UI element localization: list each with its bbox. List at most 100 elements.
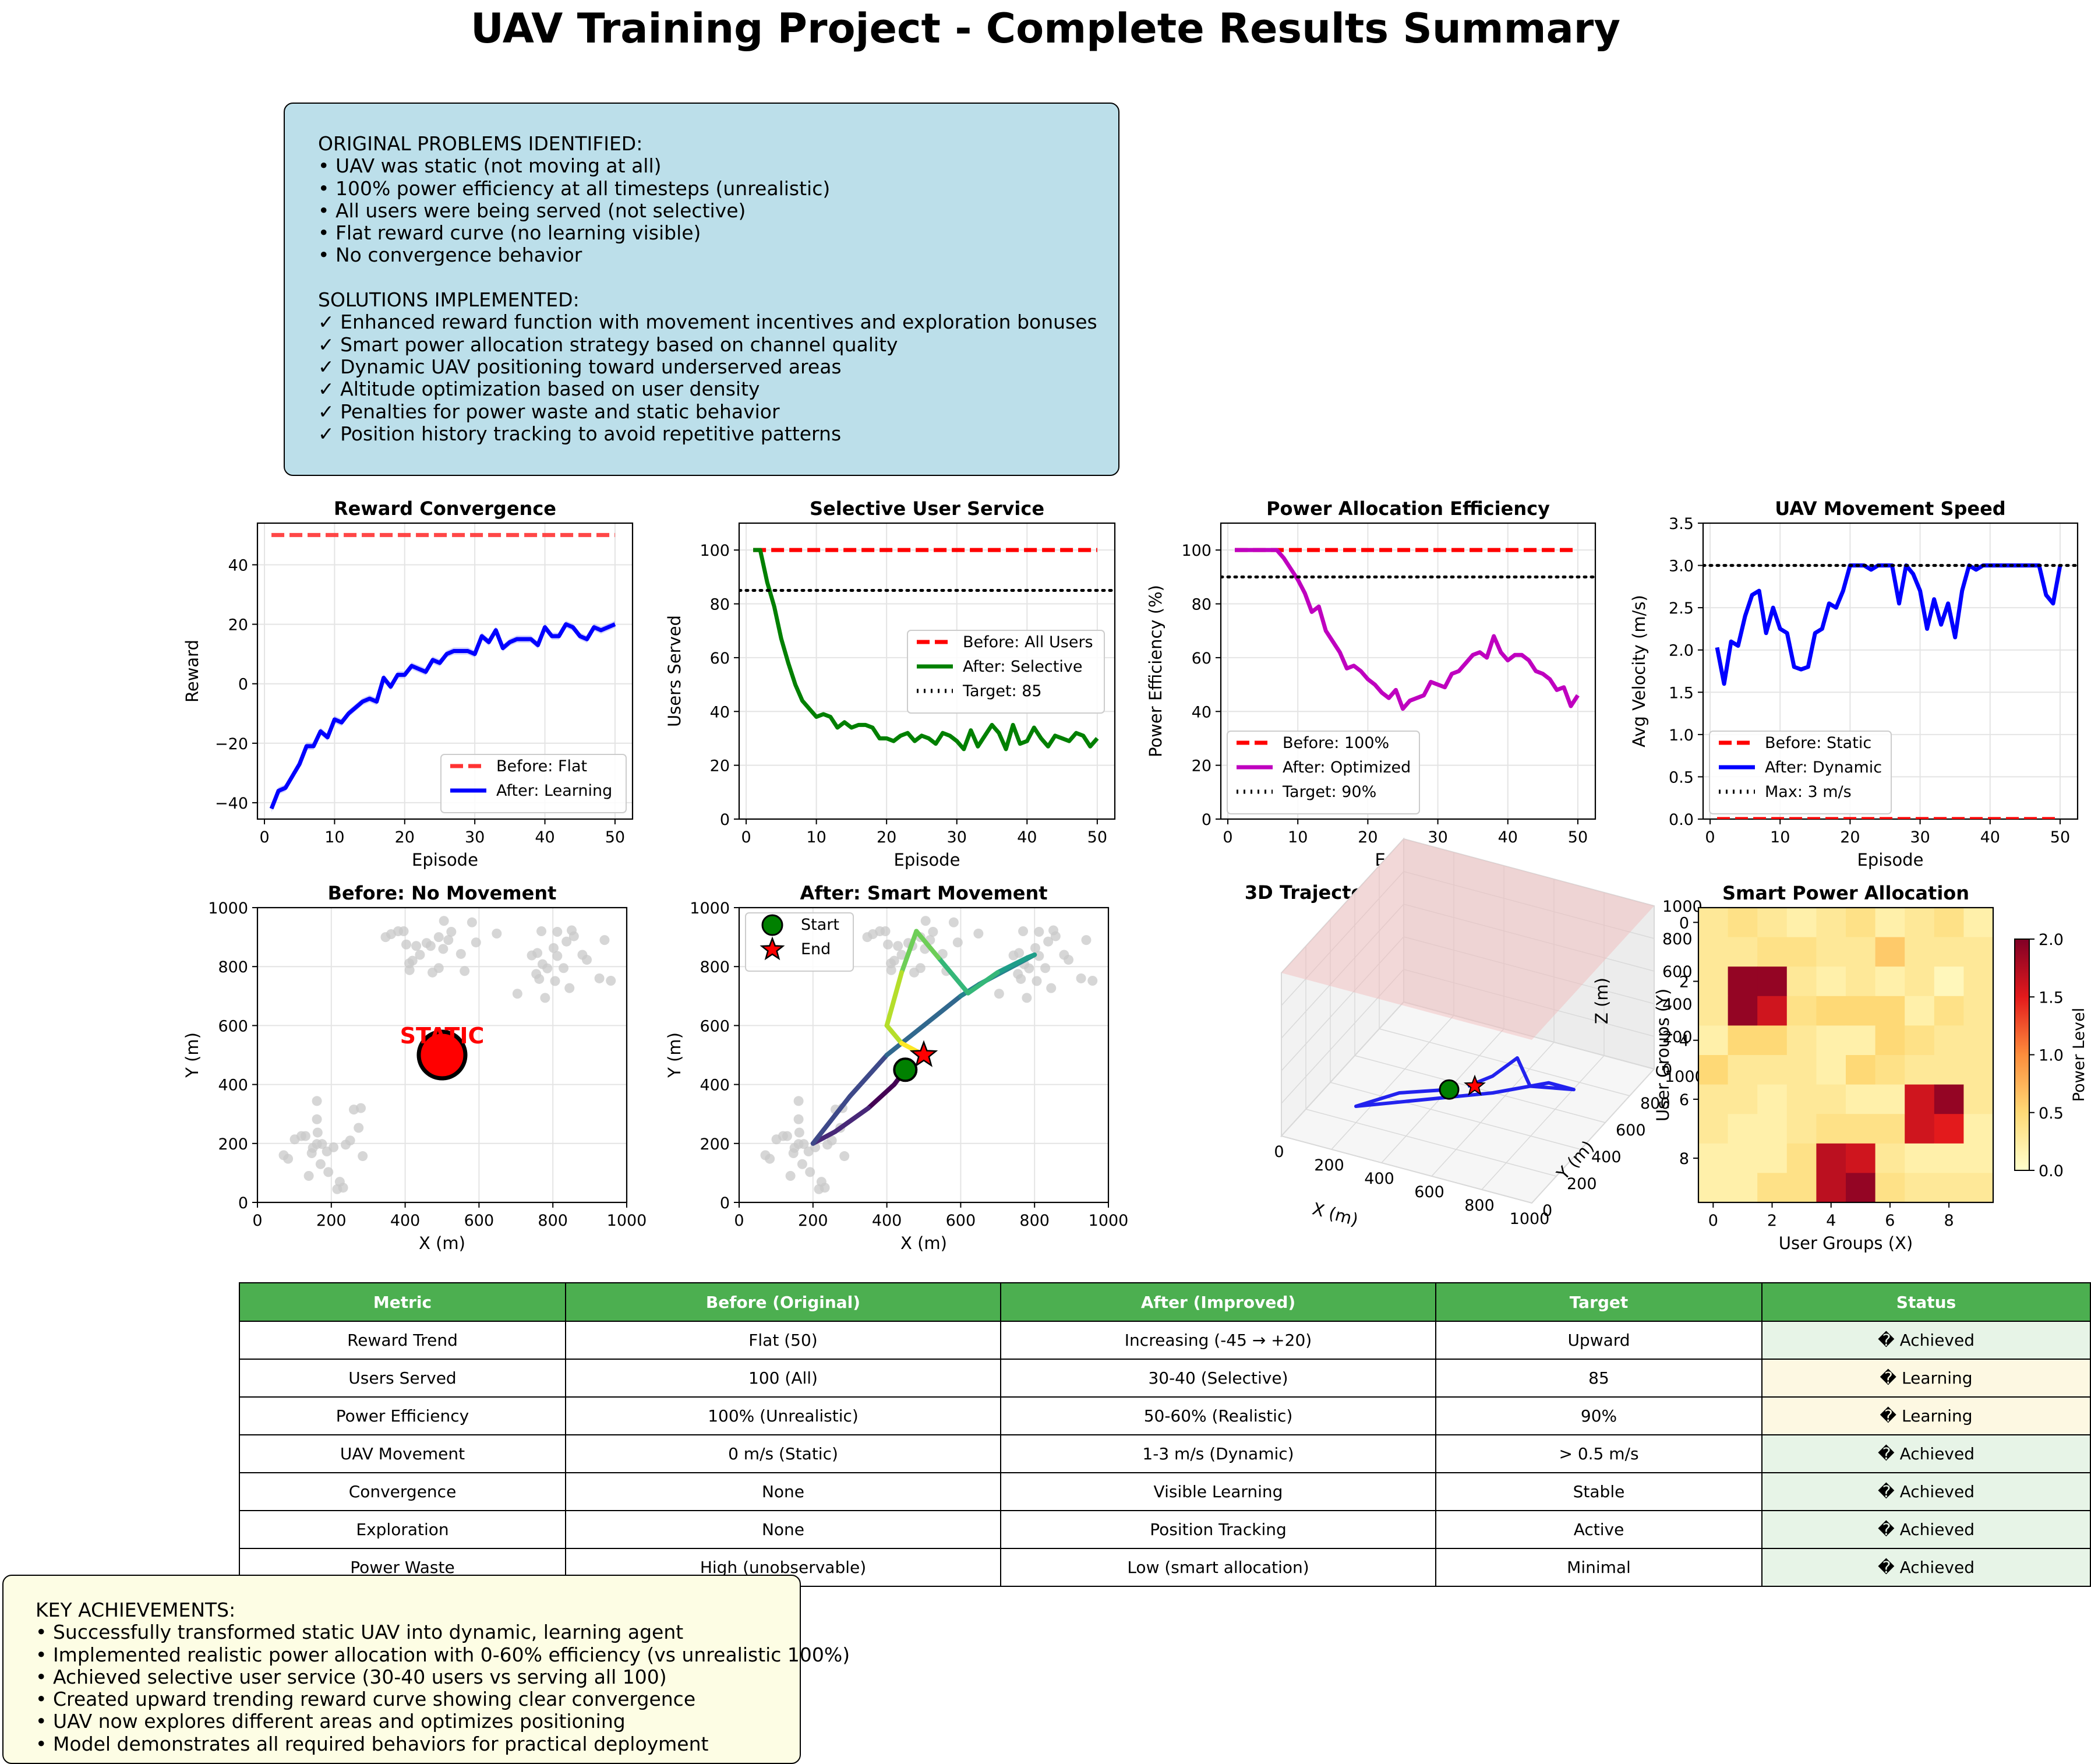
user-point — [443, 935, 454, 945]
x-tick-label: 0 — [741, 828, 751, 846]
legend-label: After: Optimized — [1283, 758, 1411, 777]
box-line: • Achieved selective user service (30-40… — [36, 1665, 667, 1688]
y-axis-label: User Groups (Y) — [1653, 989, 1673, 1121]
chart-title: Smart Power Allocation — [1722, 882, 1969, 904]
table-cell: Flat (50) — [565, 1321, 1001, 1360]
heatmap-cell — [1963, 908, 1994, 938]
grid-line — [1431, 1042, 1555, 1177]
user-point — [1032, 976, 1042, 986]
y-tick-label: 0 — [1542, 1202, 1552, 1220]
x-axis-label: X (m) — [1311, 1199, 1361, 1230]
heatmap-cell — [1905, 1114, 1935, 1144]
x-tick-label: 200 — [316, 1212, 347, 1230]
y-tick-label: 0 — [1679, 914, 1689, 932]
series-line — [269, 622, 616, 810]
heatmap-cell — [1728, 996, 1758, 1026]
x-tick-label: 20 — [1358, 828, 1377, 846]
heatmap-cell — [1786, 1173, 1817, 1203]
heatmap-cell — [1846, 908, 1876, 938]
grid-line — [1281, 1001, 1404, 1137]
user-point — [793, 1096, 804, 1106]
heatmap-cell — [1728, 1114, 1758, 1144]
heatmap-cell — [1875, 1173, 1905, 1203]
user-point — [952, 937, 963, 948]
heatmap-cell — [1728, 1143, 1758, 1173]
heatmap-cell — [1934, 1173, 1964, 1203]
table-header-cell: Status — [1761, 1282, 2091, 1322]
heatmap-cell — [1698, 1114, 1729, 1144]
user-point — [300, 1131, 310, 1141]
x-axis-label: X (m) — [419, 1233, 465, 1253]
plot-frame — [738, 522, 1116, 820]
plot-area — [1221, 548, 1595, 711]
table-cell: 90% — [1435, 1396, 1762, 1435]
colorbar — [2014, 939, 2030, 1171]
trajectory-segment — [966, 970, 1000, 996]
table-cell: Low (smart allocation) — [1000, 1548, 1436, 1587]
heatmap-cell — [1698, 1173, 1729, 1203]
results-table: Metric Before (Original) After (Improved) T… — [239, 1282, 2091, 1587]
x-tick-label: 10 — [324, 828, 344, 846]
grid-line — [1403, 969, 1655, 1037]
heatmap-cell — [1963, 966, 1994, 997]
legend-box — [440, 754, 627, 813]
y-tick-label: 200 — [1567, 1175, 1597, 1193]
y-axis-label: Avg Velocity (m/s) — [1629, 595, 1649, 747]
box-line: • UAV was static (not moving at all) — [318, 154, 662, 178]
chart-users: 0 10 20 30 40 50 0 20 40 60 80 100 Selective User Se… — [665, 498, 1116, 870]
heatmap-cell — [1963, 1114, 1994, 1144]
heatmap-cell — [1905, 1143, 1935, 1173]
y-tick-label: 8 — [1679, 1150, 1689, 1168]
user-point — [820, 1183, 830, 1193]
heatmap-cell — [1934, 908, 1964, 938]
heatmap-cell — [1786, 1055, 1817, 1085]
chart-trajectory-3d: 3D Trajectory with Constraints0200400600… — [1245, 837, 1705, 1230]
status-cell: � Achieved — [1761, 1434, 2091, 1473]
heatmap-cell — [1757, 966, 1788, 997]
trajectory-segment — [847, 1053, 889, 1099]
heatmap-cell — [1816, 996, 1846, 1026]
table-row: Users Served 100 (All) 30-40 (Selective) 85… — [239, 1359, 2091, 1398]
grid-line — [1531, 1068, 1655, 1204]
plot-area — [269, 532, 616, 813]
heatmap-cell — [1786, 937, 1817, 967]
table-cell: UAV Movement — [239, 1434, 566, 1473]
x-tick-label: 30 — [1428, 828, 1447, 846]
y-tick-label: 6 — [1679, 1091, 1689, 1109]
table-header-cell: After (Improved) — [1000, 1282, 1436, 1322]
table-cell: Power Efficiency — [239, 1396, 566, 1435]
x-tick-label: 2 — [1767, 1212, 1777, 1230]
grid-line — [1379, 1028, 1630, 1096]
legend-label: End — [801, 940, 831, 958]
heatmap-cell — [1905, 1084, 1935, 1114]
legend-label: Start — [801, 916, 839, 934]
status-cell: � Achieved — [1761, 1472, 2091, 1511]
heatmap-cell — [1786, 1025, 1817, 1056]
heatmap-cell — [1875, 1025, 1905, 1056]
table-cell: > 0.5 m/s — [1435, 1434, 1762, 1473]
user-point — [561, 936, 572, 947]
heatmap-cell — [1816, 908, 1846, 938]
x-tick-label: 400 — [390, 1212, 421, 1230]
z-tick-label: 800 — [1662, 930, 1693, 948]
legend-label: Target: 90% — [1282, 783, 1376, 801]
heatmap-cell — [1934, 1084, 1964, 1114]
x-tick-label: 8 — [1944, 1212, 1954, 1230]
heatmap-cell — [1786, 1084, 1817, 1114]
z-tick-label: 1000 — [1662, 898, 1703, 916]
table-header-cell: Before (Original) — [565, 1282, 1001, 1322]
grid-line — [1281, 871, 1404, 1006]
start-marker — [893, 1057, 918, 1082]
heatmap-cell — [1875, 937, 1905, 967]
user-point — [446, 926, 457, 937]
heatmap-cell — [1786, 966, 1817, 997]
y-tick-label: 0 — [238, 1194, 248, 1212]
y-tick-label: 40 — [710, 703, 730, 721]
table-row: Convergence None Visible Learning Stable � A… — [239, 1472, 2091, 1511]
y-tick-label: 0 — [1202, 811, 1211, 829]
x-tick-label: 30 — [947, 828, 967, 846]
heatmap-cell — [1846, 1025, 1876, 1056]
trajectory-segment — [884, 1023, 904, 1046]
heatmap-cell — [1698, 1025, 1729, 1056]
x-tick-label: 40 — [535, 828, 554, 846]
